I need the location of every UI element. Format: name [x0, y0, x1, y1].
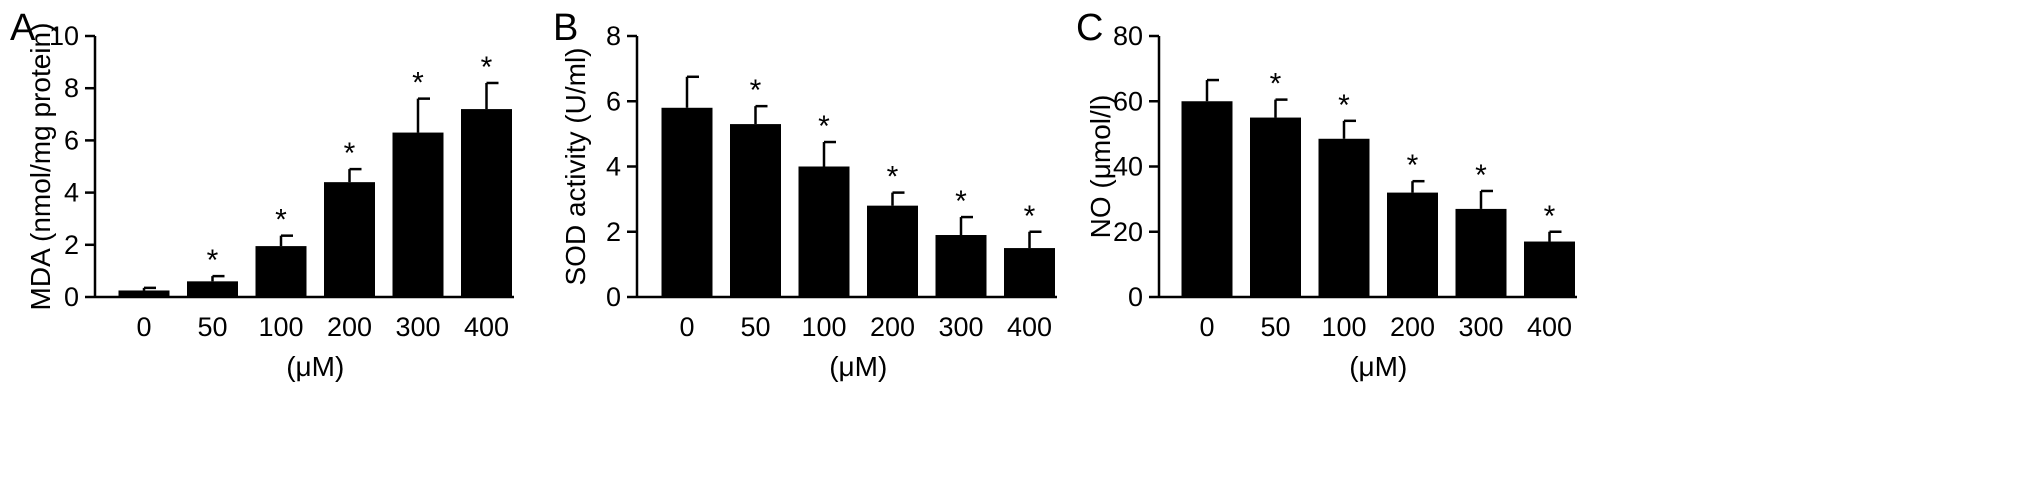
panel-a-bar	[461, 109, 512, 297]
panel-b-significance-star: *	[887, 161, 899, 194]
panel-c-x-tick-label: 200	[1390, 312, 1435, 342]
panel-b-bar	[867, 205, 918, 297]
panel-b-y-tick-label: 0	[606, 282, 621, 312]
panel-c-y-tick-label: 20	[1113, 217, 1143, 247]
panel-c-significance-star: *	[1475, 159, 1487, 192]
panel-a-bar	[118, 290, 170, 297]
panel-b-letter: B	[553, 7, 578, 49]
panel-a-y-tick-label: 0	[64, 282, 79, 312]
panel-c-significance-star: *	[1270, 68, 1282, 101]
panel-a-y-title: MDA (nmol/mg protein)	[25, 23, 56, 311]
panel-c-x-tick-label: 50	[1260, 312, 1290, 342]
panel-a-x-title: (μM)	[286, 351, 344, 382]
panel-a-significance-star: *	[344, 137, 356, 170]
panel-b-bar	[1004, 248, 1055, 297]
panel-a-significance-star: *	[275, 204, 287, 237]
panel-b-significance-star: *	[1024, 200, 1036, 233]
panel-b-x-tick-label: 0	[679, 312, 694, 342]
panel-a-bar	[187, 281, 238, 297]
panel-c-bar	[1250, 117, 1301, 297]
panel-b-x-tick-label: 100	[801, 312, 846, 342]
panel-c-y-tick-label: 0	[1128, 282, 1143, 312]
panel-c-y-tick-label: 40	[1113, 152, 1143, 182]
panel-c-bar	[1181, 101, 1233, 297]
panel-c-bar	[1455, 208, 1507, 297]
panel-a-y-tick-label: 6	[64, 125, 79, 155]
panel-b-bar	[661, 107, 713, 298]
panel-c-bar	[1318, 138, 1370, 297]
panel-b-significance-star: *	[750, 74, 762, 107]
panel-a-significance-star: *	[207, 244, 219, 277]
panel-a-x-tick-label: 400	[464, 312, 509, 342]
panel-c-x-title: (μM)	[1349, 351, 1407, 382]
panel-c-x-tick-label: 400	[1527, 312, 1572, 342]
panel-c-y-title: NO (μmol/l)	[1085, 95, 1116, 239]
panel-a-x-tick-label: 50	[197, 312, 227, 342]
panel-b-x-tick-label: 200	[870, 312, 915, 342]
panel-c-x-tick-label: 300	[1458, 312, 1503, 342]
panel-b-significance-star: *	[955, 185, 967, 218]
panel-b-bar	[935, 235, 987, 297]
panel-c-bar	[1387, 192, 1438, 297]
panel-b-x-title: (μM)	[829, 351, 887, 382]
panel-a-x-tick-label: 0	[136, 312, 151, 342]
panel-a-y-tick-label: 4	[64, 178, 79, 208]
panel-c-y-tick-label: 80	[1113, 21, 1143, 51]
panel-b-y-tick-label: 4	[606, 152, 621, 182]
panel-c-letter: C	[1076, 7, 1103, 49]
panel-c-x-tick-label: 0	[1199, 312, 1214, 342]
panel-a-significance-star: *	[412, 67, 424, 100]
panel-b-y-title: SOD activity (U/ml)	[560, 48, 591, 286]
panel-b-y-tick-label: 6	[606, 86, 621, 116]
panel-c-significance-star: *	[1338, 89, 1350, 122]
panel-b-x-tick-label: 400	[1007, 312, 1052, 342]
panel-a-x-tick-label: 200	[327, 312, 372, 342]
panel-a-x-tick-label: 300	[395, 312, 440, 342]
panel-a-bar	[324, 182, 375, 297]
panel-a-bar	[392, 132, 444, 297]
panel-b-x-tick-label: 50	[740, 312, 770, 342]
panel-a-letter: A	[10, 7, 36, 49]
panel-c-y-tick-label: 60	[1113, 86, 1143, 116]
panel-b-significance-star: *	[818, 110, 830, 143]
panel-a-x-tick-label: 100	[258, 312, 303, 342]
panel-c-significance-star: *	[1407, 149, 1419, 182]
panel-a-y-tick-label: 2	[64, 230, 79, 260]
panel-b-bar	[798, 166, 850, 297]
panel-a-significance-star: *	[481, 51, 493, 84]
panel-a-bar	[255, 246, 307, 297]
panel-a-y-tick-label: 10	[49, 21, 79, 51]
panel-b-x-tick-label: 300	[938, 312, 983, 342]
panel-c-bar	[1524, 241, 1575, 297]
panel-b-y-tick-label: 2	[606, 217, 621, 247]
panel-c-x-tick-label: 100	[1321, 312, 1366, 342]
panel-b-y-tick-label: 8	[606, 21, 621, 51]
panel-a-y-tick-label: 8	[64, 73, 79, 103]
panel-c-significance-star: *	[1544, 200, 1556, 233]
panel-b-bar	[730, 124, 781, 298]
